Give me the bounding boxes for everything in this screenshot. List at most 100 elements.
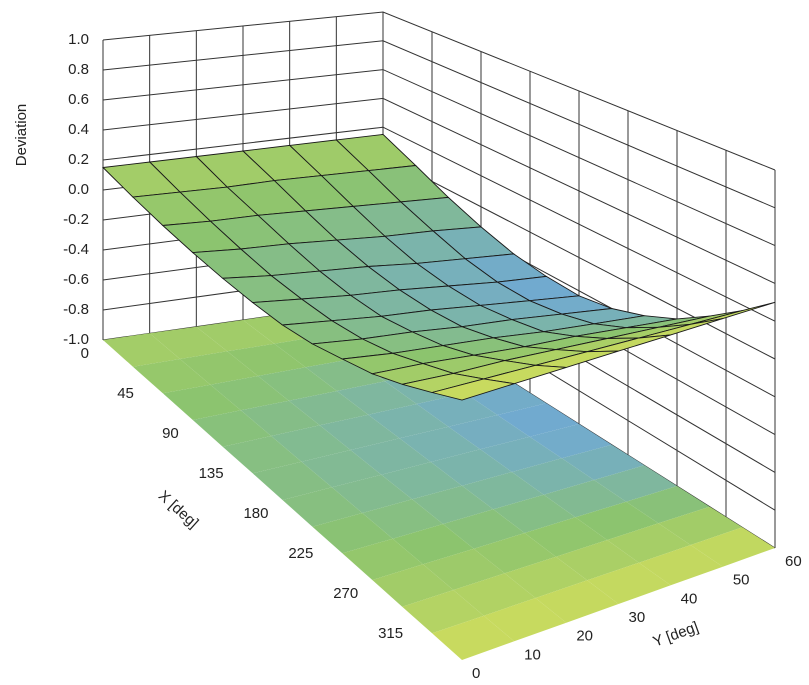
floor-cell [462, 472, 544, 510]
x-tick-label: 225 [288, 545, 313, 562]
y-tick-label: 40 [681, 590, 698, 607]
z-axis-label: Deviation [13, 104, 30, 167]
floor-cell [362, 499, 443, 539]
floor-cell [210, 376, 289, 411]
floor-cell [271, 425, 351, 462]
floor-cell [192, 410, 272, 447]
floor-cell [240, 400, 320, 436]
floor-cell [132, 359, 211, 394]
floor-cell [412, 485, 494, 524]
floor-cell [402, 590, 484, 634]
surface-cell [690, 301, 776, 325]
floor-cell [594, 465, 677, 502]
floor-cell [658, 506, 743, 545]
x-tick-label: 315 [378, 625, 403, 642]
z-tick-label: 0.6 [68, 91, 89, 108]
floor-cell [473, 533, 556, 574]
floor-cell [305, 358, 385, 391]
wall-grid-line [102, 40, 776, 209]
floor-cell [504, 556, 588, 598]
floor-cell [274, 336, 354, 368]
x-tick-label: 90 [162, 425, 179, 442]
floor-cell [555, 540, 639, 581]
x-tick-label: 0 [81, 345, 89, 362]
floor-cell [432, 615, 515, 660]
z-tick-label: 0.4 [68, 121, 89, 138]
y-axis-label: Y [deg] [651, 618, 701, 650]
y-tick-label: 30 [629, 609, 646, 626]
z-tick-label: 0.0 [68, 181, 89, 198]
y-tick-label: 60 [785, 553, 802, 570]
y-tick-label: 10 [524, 646, 541, 663]
z-tick-label: -0.8 [63, 301, 89, 318]
floor-cell [372, 564, 454, 607]
z-tick-label: 0.2 [68, 151, 89, 168]
floor-cell [607, 523, 691, 563]
z-tick-label: 0.8 [68, 61, 89, 78]
floor-cell [252, 461, 332, 500]
floor-cell [258, 367, 337, 401]
floor-cell [342, 538, 423, 580]
x-tick-label: 135 [199, 465, 224, 482]
floor-cell [312, 513, 393, 554]
floor-cell [368, 404, 449, 439]
z-tick-label: -1.0 [63, 331, 89, 348]
floor-cell [483, 598, 567, 642]
wall-grid-line [102, 126, 776, 322]
floor-cell [480, 436, 562, 472]
floor-cell [497, 403, 579, 437]
floor-cell [561, 444, 645, 480]
floor-cell [301, 450, 382, 488]
floor-cell [448, 415, 530, 450]
floor-cell [103, 333, 180, 367]
floor-cell [529, 424, 612, 459]
z-tick-label: -0.2 [63, 211, 89, 228]
x-axis-label: X [deg] [155, 487, 202, 531]
floor-cell [690, 527, 775, 567]
floor-cell [336, 381, 417, 415]
floor-cell [626, 486, 710, 524]
floor-cell [511, 458, 594, 495]
y-tick-label: 50 [733, 572, 750, 589]
floor-cell [638, 545, 723, 586]
floor-cell [222, 436, 302, 474]
floor-cell [535, 580, 619, 623]
wall-grid-line [102, 97, 776, 284]
wall-grid-line [102, 69, 776, 247]
x-tick-label: 180 [243, 505, 268, 522]
floor-cell [399, 426, 481, 462]
floor-cell [453, 573, 536, 616]
surface-cell [431, 378, 515, 401]
x-tick-label: 270 [333, 585, 358, 602]
floor-cell [282, 487, 363, 527]
floor-cell [288, 391, 369, 426]
floor-cell [524, 517, 608, 557]
floor-cell [575, 501, 659, 540]
floor-cell [162, 384, 241, 420]
floor-cell [587, 562, 671, 604]
x-tick-label: 45 [117, 385, 134, 402]
floor-cell [350, 438, 431, 475]
floor-cell [180, 351, 258, 385]
floor-cell [196, 320, 275, 352]
floor-cell [319, 414, 400, 450]
z-tick-label: 1.0 [68, 31, 89, 48]
floor-cell [331, 474, 413, 513]
y-tick-label: 0 [472, 665, 480, 682]
floor-cell [416, 393, 498, 427]
floor-cell [392, 524, 474, 565]
floor-cell [423, 548, 505, 590]
floor-cell [443, 509, 525, 549]
floor-cell [227, 343, 306, 376]
y-tick-label: 20 [576, 628, 593, 645]
floor-cell [493, 494, 576, 533]
floor-cell [543, 480, 627, 518]
z-tick-label: -0.4 [63, 241, 89, 258]
wall-grid-line [102, 11, 776, 171]
floor-cell [381, 462, 462, 500]
z-tick-label: -0.6 [63, 271, 89, 288]
floor-cell [430, 449, 512, 486]
floor-cell [149, 326, 228, 359]
